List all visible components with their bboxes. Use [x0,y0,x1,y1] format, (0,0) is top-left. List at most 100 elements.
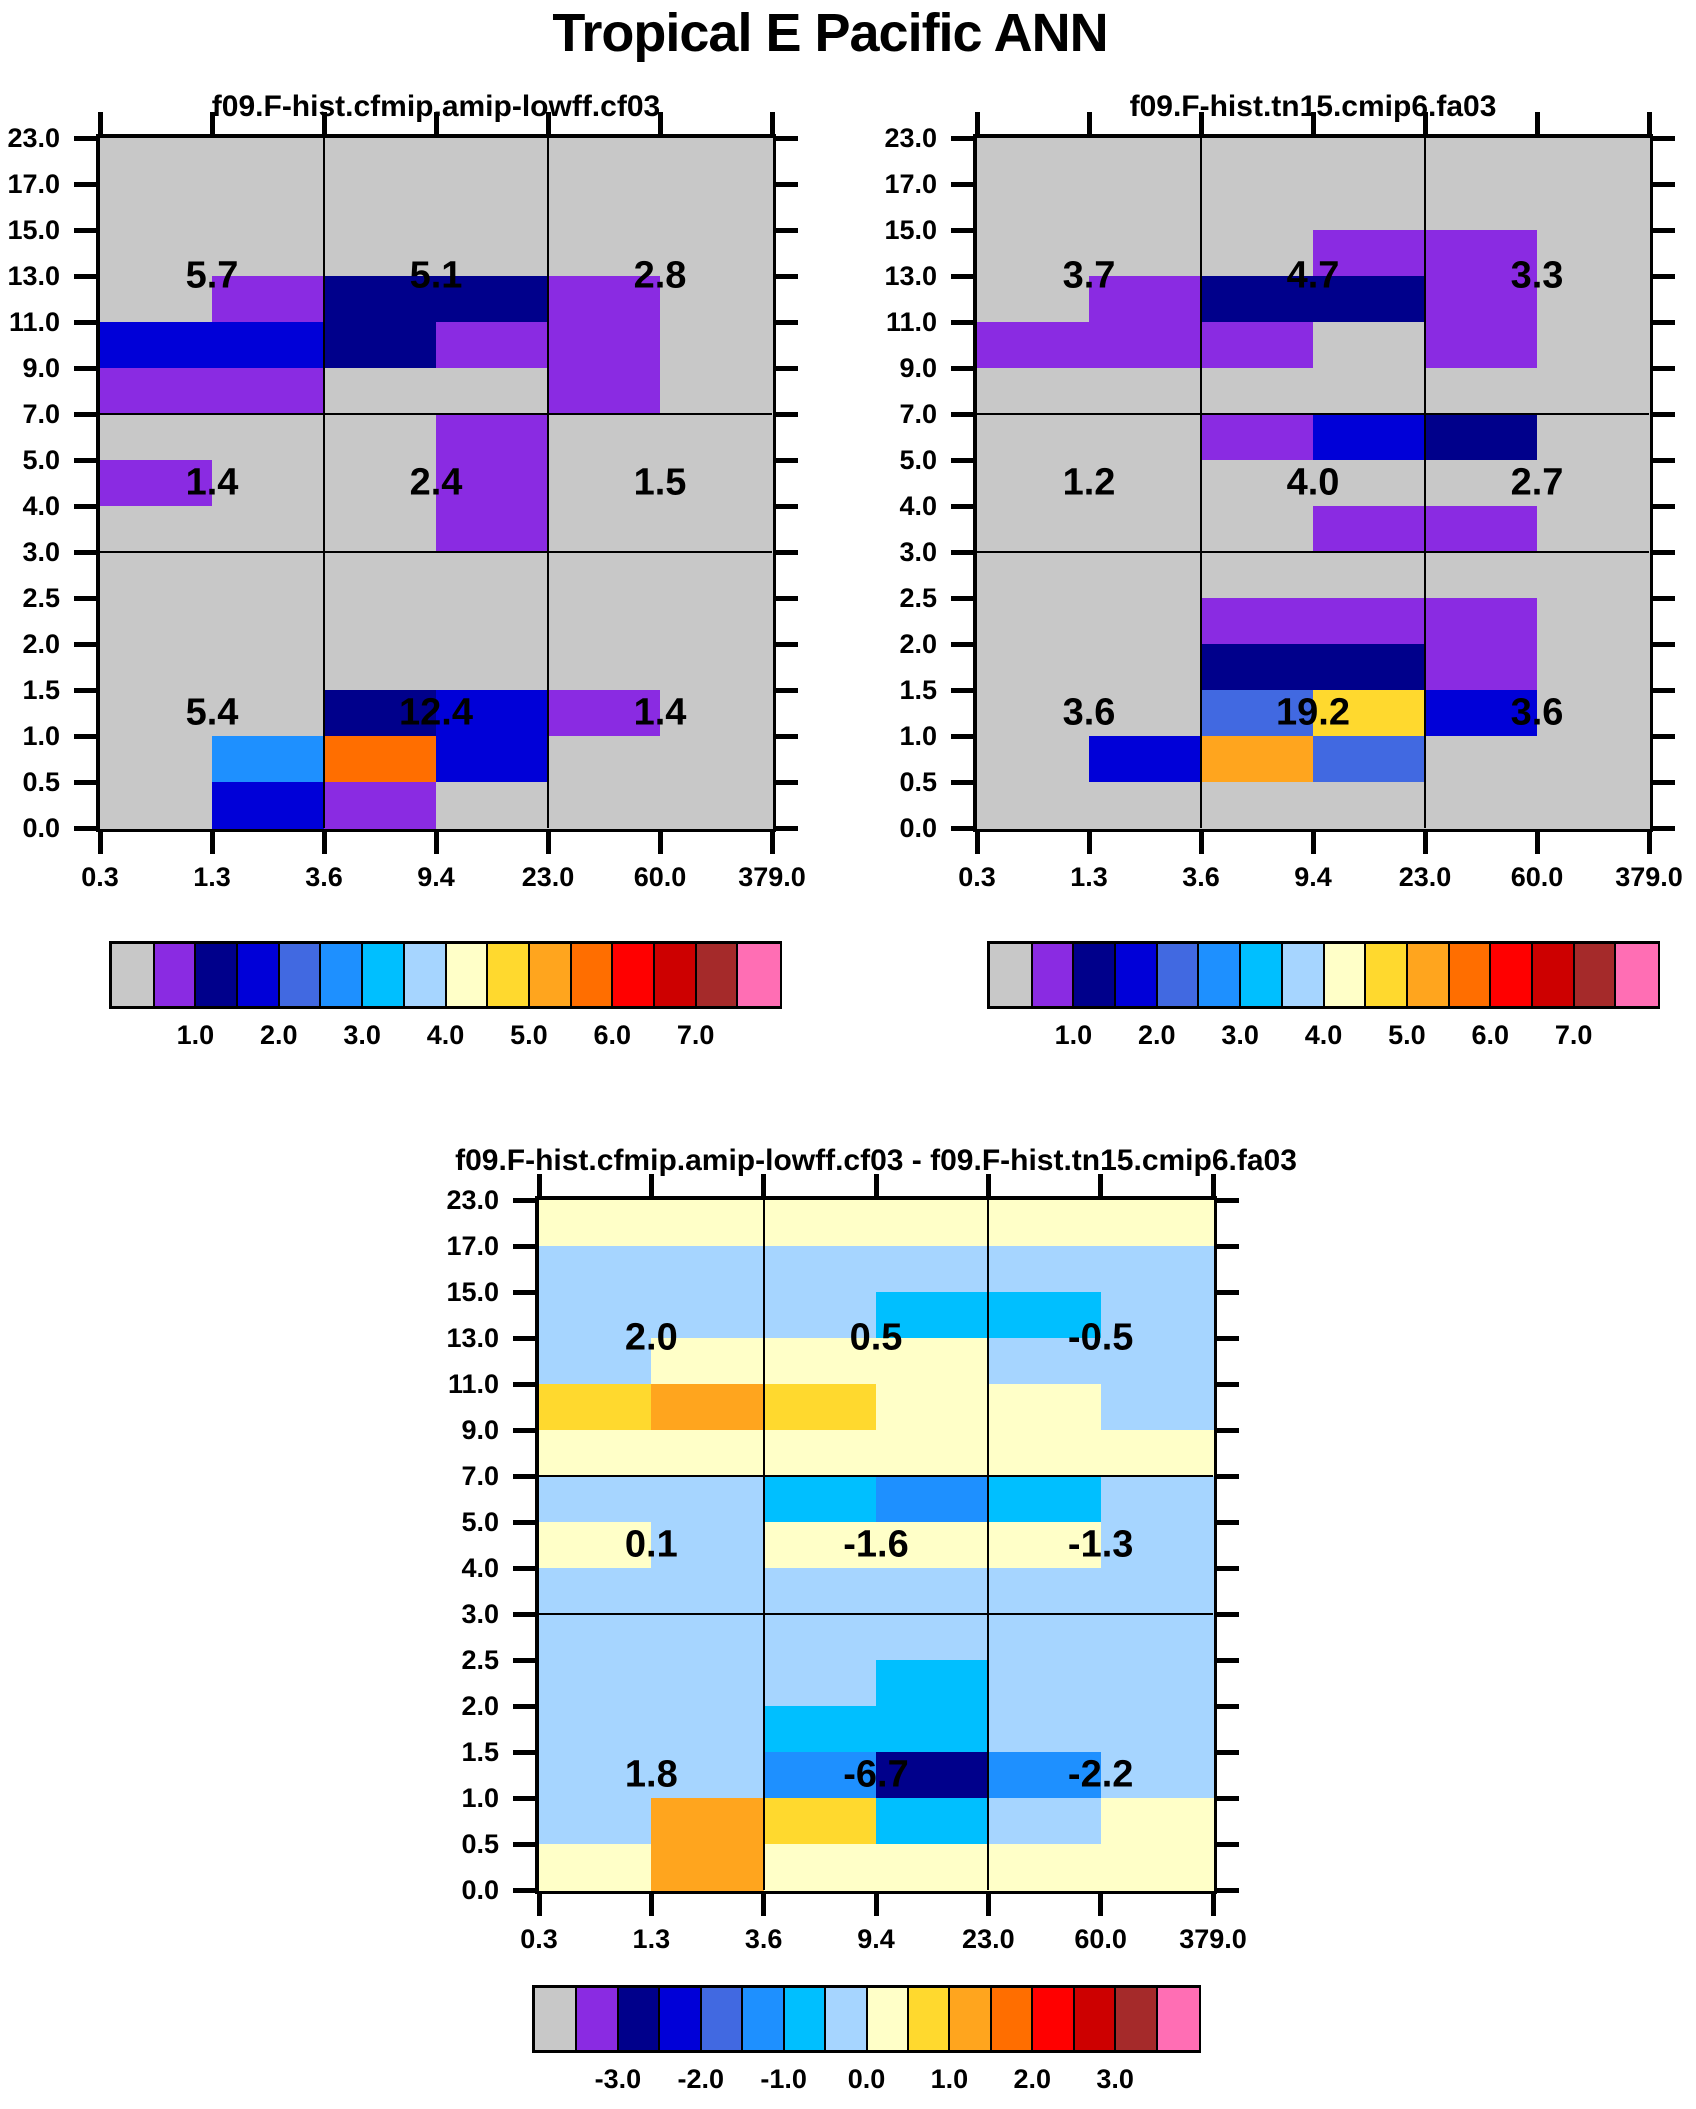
axis-tick [97,112,103,134]
axis-tick [769,832,775,854]
heatmap-cell [1313,690,1426,737]
heatmap-cell [763,1752,877,1799]
axis-tick [74,411,96,417]
axis-tick [873,1894,879,1916]
heatmap-cell [436,276,549,323]
heatmap-cell [763,1844,877,1891]
x-tick-label: 379.0 [1615,862,1683,892]
heatmap-cell [876,1292,989,1339]
figure-title: Tropical E Pacific ANN [552,3,1108,63]
heatmap-cell [1089,690,1202,737]
colorbar-cell [1031,944,1074,1006]
heatmap-cell [1313,782,1426,829]
x-tick-label: 1.3 [1070,862,1108,892]
colorbar-tick-label: -2.0 [677,2064,725,2094]
heatmap-cell [1425,322,1538,369]
y-tick-label: 9.0 [899,353,937,383]
heatmap-cell [876,1430,989,1477]
colorbar-cell [1365,944,1408,1006]
x-tick-label: 0.3 [81,862,119,892]
heatmap-cell [763,1430,877,1477]
axis-tick [657,832,663,854]
axis-tick [769,112,775,134]
heatmap-cell [977,506,1090,553]
heatmap-cell [548,276,661,323]
heatmap-cell [100,644,213,691]
axis-tick [761,1894,767,1916]
heatmap-cell [539,1522,652,1569]
heatmap-cell [1425,506,1538,553]
x-tick-label: 60.0 [1074,1924,1127,1954]
axis-tick [1653,135,1675,141]
heatmap-cell [977,414,1090,461]
axis-tick [951,687,973,693]
axis-tick [776,687,798,693]
block-mean-value: 3.3 [1510,254,1564,297]
heatmap-cell [1089,138,1202,185]
axis-tick [97,832,103,854]
block-mean-value: 5.7 [185,254,239,297]
heatmap-cell [651,1292,765,1339]
heatmap-cell [1201,598,1314,645]
axis-tick [951,411,973,417]
colorbar-divider [1572,944,1575,1006]
colorbar-cell [487,944,530,1006]
axis-tick [513,1289,535,1295]
axis-tick [776,503,798,509]
y-tick-label: 1.0 [899,721,937,751]
heatmap-cell [1313,644,1426,691]
axis-tick [657,112,663,134]
colorbar-cell [653,944,697,1006]
heatmap-cell [212,690,325,737]
axis-tick [1653,273,1675,279]
y-tick-label: 4.0 [461,1553,499,1583]
grid-line-vertical [1200,138,1202,828]
heatmap-cell [1537,368,1650,415]
heatmap-cell [324,230,437,277]
heatmap-cell [1201,552,1314,599]
heatmap-cell [212,414,325,461]
heatmap-cell [1201,368,1314,415]
axis-tick [74,779,96,785]
axis-tick [951,457,973,463]
heatmap-cell [988,1660,1102,1707]
axis-tick [209,112,215,134]
axis-tick [951,135,973,141]
colorbar-divider [152,944,155,1006]
colorbar-divider [1155,1988,1158,2050]
block-mean-value: 2.7 [1510,461,1564,504]
heatmap-cell [1313,368,1426,415]
axis-tick [1310,112,1316,134]
block-mean-value: 3.7 [1062,254,1116,297]
y-tick-label: 7.0 [22,399,60,429]
heatmap-cell [539,1660,652,1707]
axis-tick [951,595,973,601]
axis-tick [1210,1894,1216,1916]
heatmap-cell [660,414,773,461]
axis-tick [74,687,96,693]
grid-line-vertical [987,1200,990,1890]
heatmap-cell [988,1476,1102,1523]
colorbar-cell [700,1988,743,2050]
axis-tick [1646,112,1652,134]
heatmap-cell [539,1798,652,1845]
axis-tick [1653,457,1675,463]
heatmap-cell [763,1476,877,1523]
heatmap-cell [977,782,1090,829]
block-mean-value: 5.4 [185,691,239,734]
heatmap-cell [1089,230,1202,277]
heatmap-cell [1201,644,1314,691]
heatmap-cell [1425,690,1538,737]
heatmap-cell [988,1384,1102,1431]
axis-tick [776,227,798,233]
axis-tick [761,1174,767,1196]
heatmap-cell [539,1844,652,1891]
axis-tick [985,1894,991,1916]
axis-tick [513,1841,535,1847]
y-tick-label: 1.5 [899,675,937,705]
y-tick-label: 2.0 [899,629,937,659]
heatmap-cell [324,138,437,185]
grid-line-vertical [762,1200,765,1890]
colorbar-divider [865,1988,868,2050]
y-tick-label: 4.0 [899,491,937,521]
